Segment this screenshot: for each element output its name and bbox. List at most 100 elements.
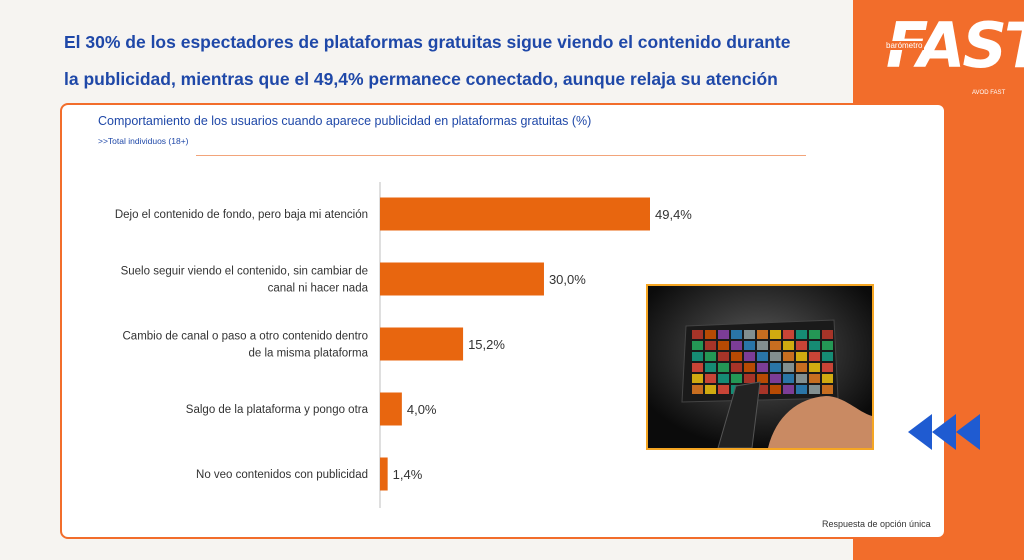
bar-1 xyxy=(380,262,544,296)
bar-4 xyxy=(380,457,388,491)
tv-tile xyxy=(809,363,820,372)
category-label-0-line-0: Dejo el contenido de fondo, pero baja mi… xyxy=(115,209,368,221)
category-label-1-line-1: canal ni hacer nada xyxy=(268,283,369,295)
tv-tile xyxy=(692,385,703,394)
tv-tile xyxy=(783,330,794,339)
tv-tile xyxy=(731,341,742,350)
tv-tile xyxy=(692,363,703,372)
tv-tile xyxy=(744,363,755,372)
tv-tile xyxy=(705,330,716,339)
tv-tile xyxy=(744,374,755,383)
category-label-4: No veo contenidos con publicidad xyxy=(196,469,368,481)
logo-small-text: barómetro xyxy=(884,41,925,50)
tv-tile xyxy=(783,341,794,350)
category-label-1: Suelo seguir viendo el contenido, sin ca… xyxy=(121,266,369,295)
tv-tile xyxy=(796,352,807,361)
bar-0 xyxy=(380,197,650,231)
bar-3 xyxy=(380,392,402,426)
tv-tile xyxy=(822,352,833,361)
tv-tile xyxy=(822,374,833,383)
tv-tile xyxy=(770,330,781,339)
tv-tile xyxy=(692,330,703,339)
logo-credit: AVOD FAST xyxy=(972,90,1006,96)
tv-tile xyxy=(809,385,820,394)
tv-tile xyxy=(705,385,716,394)
tv-tile xyxy=(718,363,729,372)
tv-tile xyxy=(705,374,716,383)
tv-tile xyxy=(757,385,768,394)
tv-tile xyxy=(796,330,807,339)
tv-tile xyxy=(770,352,781,361)
headline-line-1: El 30% de los espectadores de plataforma… xyxy=(64,32,791,52)
tv-tile xyxy=(718,374,729,383)
tv-tile xyxy=(757,352,768,361)
tv-tile xyxy=(731,352,742,361)
tv-tile xyxy=(783,374,794,383)
tv-tile xyxy=(757,341,768,350)
title-divider xyxy=(196,155,806,156)
tv-tile xyxy=(822,385,833,394)
tv-tile xyxy=(705,352,716,361)
tv-tile xyxy=(809,341,820,350)
tv-tile xyxy=(770,341,781,350)
tv-tile xyxy=(757,363,768,372)
tv-tile xyxy=(809,330,820,339)
category-label-0: Dejo el contenido de fondo, pero baja mi… xyxy=(115,209,368,221)
page-headline: El 30% de los espectadores de plataforma… xyxy=(64,24,844,98)
chart-title: Comportamiento de los usuarios cuando ap… xyxy=(98,114,592,128)
headline-line-2: la publicidad, mientras que el 49,4% per… xyxy=(64,69,778,89)
tv-tile xyxy=(757,330,768,339)
tv-tile xyxy=(718,330,729,339)
category-label-2-line-0: Cambio de canal o paso a otro contenido … xyxy=(123,331,369,343)
data-label-2: 15,2% xyxy=(468,337,505,352)
footnote: Respuesta de opción única xyxy=(822,519,931,529)
chart-subtitle: >>Total individuos (18+) xyxy=(98,136,189,146)
tv-tile xyxy=(731,374,742,383)
tv-tile xyxy=(822,363,833,372)
tv-tile xyxy=(692,352,703,361)
category-label-3-line-0: Salgo de la plataforma y pongo otra xyxy=(186,404,369,416)
tv-tile xyxy=(783,363,794,372)
tv-tile xyxy=(822,330,833,339)
tv-tile xyxy=(796,385,807,394)
category-label-1-line-0: Suelo seguir viendo el contenido, sin ca… xyxy=(121,266,368,278)
barometro-fast-logo: FAST barómetro AVOD FAST xyxy=(876,6,1024,98)
tv-tile xyxy=(744,341,755,350)
tv-tile xyxy=(718,341,729,350)
tv-tile xyxy=(718,385,729,394)
category-label-2: Cambio de canal o paso a otro contenido … xyxy=(123,331,369,360)
tv-tile xyxy=(809,352,820,361)
tv-tile xyxy=(770,363,781,372)
category-label-4-line-0: No veo contenidos con publicidad xyxy=(196,469,368,481)
tv-remote-photo xyxy=(646,284,874,450)
tv-tile xyxy=(718,352,729,361)
tv-tile xyxy=(770,385,781,394)
data-label-0: 49,4% xyxy=(655,207,692,222)
tv-tile xyxy=(783,385,794,394)
tv-tile xyxy=(705,341,716,350)
bar-2 xyxy=(380,327,464,361)
triple-left-chevron-icon[interactable] xyxy=(906,412,986,452)
tv-tile xyxy=(783,352,794,361)
tv-tile xyxy=(705,363,716,372)
data-label-4: 1,4% xyxy=(393,467,423,482)
data-label-1: 30,0% xyxy=(549,272,586,287)
tv-tile xyxy=(744,330,755,339)
tv-tile xyxy=(796,374,807,383)
tv-tile xyxy=(731,363,742,372)
tv-tile xyxy=(822,341,833,350)
tv-tile xyxy=(796,341,807,350)
tv-tile xyxy=(809,374,820,383)
tv-tile xyxy=(796,363,807,372)
tv-tile xyxy=(757,374,768,383)
data-label-3: 4,0% xyxy=(407,402,437,417)
category-label-2-line-1: de la misma plataforma xyxy=(248,348,368,360)
category-label-3: Salgo de la plataforma y pongo otra xyxy=(186,404,369,416)
tv-tile xyxy=(692,341,703,350)
tv-tile xyxy=(744,352,755,361)
tv-tile xyxy=(692,374,703,383)
tv-tile xyxy=(731,330,742,339)
tv-remote-illustration xyxy=(648,286,872,448)
tv-tile xyxy=(770,374,781,383)
